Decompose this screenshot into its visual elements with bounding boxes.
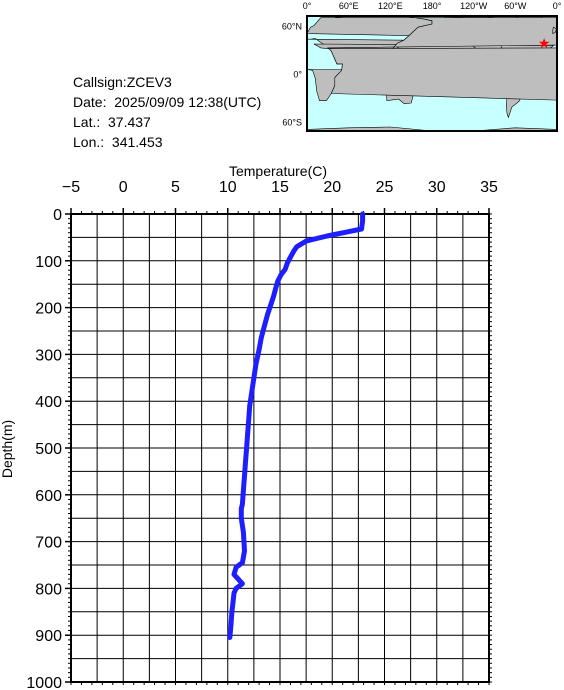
y-tick-label: 800: [35, 581, 62, 598]
map-lat-label: 60°S: [282, 117, 302, 127]
y-tick-label: 400: [35, 394, 62, 411]
grid-lines: [70, 213, 490, 683]
latitude-text: Lat.: 37.437: [73, 114, 151, 130]
y-tick-label: 200: [35, 301, 62, 318]
y-tick-label: 300: [35, 347, 62, 364]
map-lon-label: 0°: [303, 1, 312, 11]
x-tick-label: 35: [480, 179, 498, 196]
map-landmass-wrap: [328, 47, 557, 101]
x-tick-label: 25: [376, 179, 394, 196]
y-tick-label: 500: [35, 441, 62, 458]
map-lon-labels: 0° 60°E 120°E 180° 120°W 60°W 0°: [303, 1, 562, 11]
x-axis-title: Temperature(C): [229, 163, 327, 179]
map-lon-label: 120°E: [378, 1, 403, 11]
world-map: 0° 60°E 120°E 180° 120°W 60°W 0° 60°N 0° 60°S: [282, 1, 562, 132]
x-tick-label: 30: [428, 179, 446, 196]
map-lon-label: 180°: [423, 1, 442, 11]
y-tick-label: 900: [35, 628, 62, 645]
temperature-profile-line: [227, 211, 366, 640]
x-tick-label: 0: [119, 179, 128, 196]
x-tick-labels: −5 0 5 10 15 20 25 30 35: [62, 179, 498, 196]
x-tick-label: −5: [62, 179, 80, 196]
x-tick-label: 10: [219, 179, 237, 196]
map-landmass-wrap: [552, 26, 557, 35]
y-tick-labels: 0 100 200 300 400 500 600 700 800 900 1000: [26, 207, 62, 690]
plot-frame: [70, 213, 490, 683]
profile-info: Callsign:ZCEV3 Date: 2025/09/09 12:38(UT…: [73, 72, 261, 152]
y-tick-label: 0: [53, 207, 62, 224]
y-axis-title: Depth(m): [0, 420, 15, 478]
date-text: Date: 2025/09/09 12:38(UTC): [73, 94, 262, 110]
map-land: [307, 16, 557, 131]
map-lon-label: 0°: [553, 1, 562, 11]
location-star-icon: [538, 38, 550, 49]
x-tick-label: 5: [171, 179, 180, 196]
map-frame-ticks: [306, 15, 558, 132]
x-tick-label: 20: [323, 179, 341, 196]
map-lon-label: 120°W: [460, 1, 488, 11]
map-lat-label: 60°N: [282, 22, 302, 32]
y-tick-label: 600: [35, 488, 62, 505]
map-lat-labels: 60°N 0° 60°S: [282, 22, 303, 128]
map-lat-label: 0°: [293, 70, 302, 80]
longitude-text: Lon.: 341.453: [73, 134, 163, 150]
map-marker: [538, 38, 550, 49]
y-tick-label: 700: [35, 535, 62, 552]
y-tick-label: 1000: [26, 675, 62, 690]
map-lon-label: 60°E: [339, 1, 359, 11]
callsign-text: Callsign:ZCEV3: [73, 74, 172, 90]
x-tick-label: 15: [271, 179, 289, 196]
map-lon-label: 60°W: [504, 1, 527, 11]
y-tick-label: 100: [35, 254, 62, 271]
